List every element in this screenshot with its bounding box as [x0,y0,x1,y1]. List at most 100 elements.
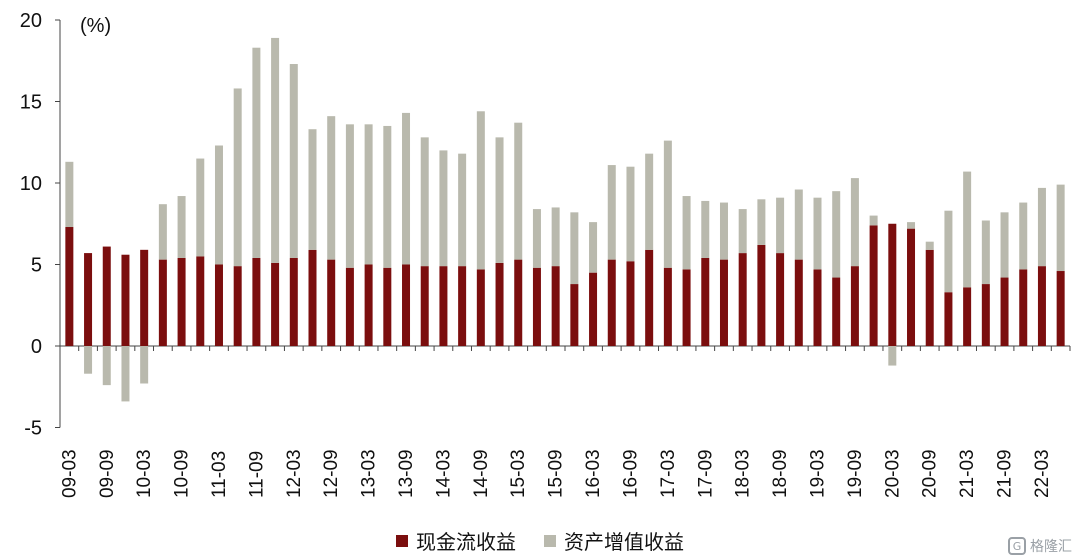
bar-cashflow [402,264,411,346]
bar-appreciation [776,197,785,254]
legend-item-cashflow: 现金流收益 [396,526,516,555]
bar-cashflow [738,253,747,346]
bar-cashflow [701,257,710,346]
x-tick-label: 18-09 [770,449,791,498]
bar-appreciation [383,125,392,268]
bar-cashflow [888,223,897,346]
bars-layer [65,37,1065,402]
bar-cashflow [1019,269,1028,346]
bar-cashflow [177,257,186,346]
stacked-bar-chart: -5 0 5 10 15 20 09-03 09-09 10-03 10-09 11-03 11-09… [20,10,1071,498]
bar-appreciation [888,346,897,366]
bar-cashflow [925,249,934,346]
bar-appreciation [327,116,336,260]
bar-cashflow [252,257,261,346]
x-tick-label: 21-09 [995,449,1016,498]
bar-appreciation [439,150,448,267]
bar-cashflow [570,284,579,346]
bar-appreciation [233,88,242,267]
bar-cashflow [719,259,728,346]
bar-appreciation [589,222,598,273]
bar-appreciation [476,111,485,270]
y-tick-label: -5 [24,418,42,440]
labels-layer: -5 0 5 10 15 20 09-03 09-09 10-03 10-09 11-03 11-09… [20,10,1053,498]
bar-appreciation [925,241,934,250]
bar-appreciation [532,209,541,268]
bar-cashflow [495,262,504,346]
legend-swatch-appreciation [544,534,556,547]
bar-appreciation [1056,184,1065,272]
bar-appreciation [458,153,467,267]
x-tick-label: 11-03 [209,451,230,498]
bar-appreciation [364,124,373,265]
bar-appreciation [963,171,972,288]
bar-appreciation [495,137,504,263]
bar-cashflow [981,284,990,346]
bar-cashflow [102,246,111,346]
bar-cashflow [626,261,635,346]
bar-appreciation [813,197,822,270]
bar-appreciation [102,346,111,386]
bar-appreciation [65,161,74,228]
bar-cashflow [476,269,485,346]
bar-appreciation [196,158,205,257]
bar-cashflow [233,266,242,346]
bar-cashflow [551,266,560,346]
x-tick-label: 13-09 [396,449,417,498]
bar-cashflow [458,266,467,346]
x-tick-label: 12-03 [284,449,305,498]
bar-appreciation [1000,212,1009,278]
bar-appreciation [158,204,167,260]
y-tick-label: 10 [20,173,42,195]
legend-swatch-cashflow [396,534,408,547]
x-tick-label: 10-09 [172,449,193,498]
y-tick-label: 0 [31,336,42,358]
bar-appreciation [214,145,223,265]
x-tick-label: 17-03 [658,449,679,498]
bar-cashflow [289,257,298,346]
bar-cashflow [757,244,766,346]
bar-appreciation [551,207,560,267]
bar-cashflow [514,259,523,346]
legend-item-appreciation: 资产增值收益 [544,526,684,555]
bar-appreciation [701,200,710,258]
legend-label-cashflow: 现金流收益 [416,530,516,554]
bar-appreciation [140,346,149,384]
bar-cashflow [1056,271,1065,346]
bar-cashflow [794,259,803,346]
bar-appreciation [1037,187,1046,267]
bar-cashflow [140,249,149,346]
bar-cashflow [832,277,841,346]
bar-cashflow [271,262,280,346]
bar-cashflow [589,272,598,346]
bar-appreciation [271,37,280,263]
bar-cashflow [383,267,392,346]
bar-appreciation [289,64,298,258]
legend: 现金流收益 资产增值收益 [0,526,1080,555]
bar-cashflow [663,267,672,346]
bar-cashflow [850,266,859,346]
y-tick-label: 15 [20,92,42,114]
bar-cashflow [532,267,541,346]
bar-appreciation [345,124,354,268]
x-tick-label: 13-03 [359,449,380,498]
bar-appreciation [794,189,803,260]
y-tick-label: 5 [31,255,42,277]
bar-appreciation [663,140,672,268]
bar-cashflow [1037,266,1046,346]
x-tick-label: 21-03 [957,449,978,498]
bar-cashflow [607,259,616,346]
bar-cashflow [214,264,223,346]
bar-cashflow [121,254,130,346]
bar-cashflow [682,269,691,346]
watermark: G 格隆汇 [1008,536,1072,556]
bar-appreciation [719,202,728,260]
bar-cashflow [345,267,354,346]
bar-cashflow [84,253,93,346]
bar-appreciation [252,47,261,258]
bar-appreciation [177,196,186,258]
bar-cashflow [944,292,953,346]
x-tick-label: 14-09 [471,449,492,498]
x-tick-label: 10-03 [134,449,155,498]
bar-appreciation [832,191,841,278]
